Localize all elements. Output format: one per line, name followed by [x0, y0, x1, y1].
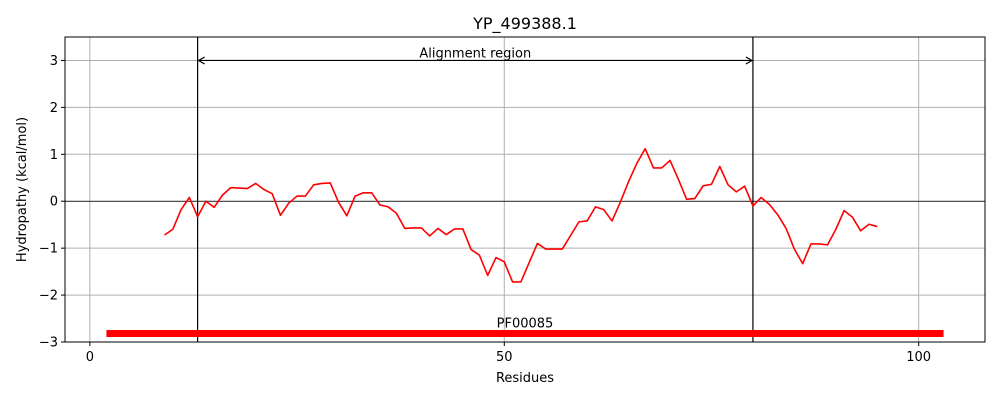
- y-tick-label: 3: [50, 54, 58, 69]
- x-axis-label: Residues: [496, 371, 554, 386]
- y-axis-ticks: −3 −2 −1 0 1 2 3: [39, 54, 65, 351]
- y-tick-label: 1: [50, 148, 58, 163]
- y-tick-label: −2: [39, 289, 58, 304]
- series-layer: [164, 147, 878, 283]
- y-tick-label: −3: [39, 336, 58, 351]
- domain-annotations: PF00085: [106, 317, 944, 338]
- reference-lines: [65, 37, 985, 342]
- y-tick-label: 2: [50, 101, 58, 116]
- x-axis-ticks: 0 50 100: [86, 342, 931, 365]
- arrow-head-left: [197, 56, 205, 65]
- y-tick-label: −1: [39, 242, 58, 257]
- hydropathy-series-line: [164, 147, 878, 283]
- chart-title: YP_499388.1: [472, 14, 577, 34]
- grid-lines: [65, 37, 985, 343]
- alignment-annotation: Alignment region: [197, 46, 754, 65]
- domain-label: PF00085: [497, 317, 554, 332]
- y-tick-label: 0: [50, 195, 58, 210]
- x-tick-label: 100: [906, 350, 931, 365]
- x-tick-label: 50: [496, 350, 513, 365]
- arrow-head-right: [745, 56, 754, 65]
- x-tick-label: 0: [86, 350, 94, 365]
- plot-frame: [64, 36, 986, 343]
- y-axis-label: Hydropathy (kcal/mol): [15, 117, 30, 262]
- alignment-region-label: Alignment region: [419, 46, 531, 61]
